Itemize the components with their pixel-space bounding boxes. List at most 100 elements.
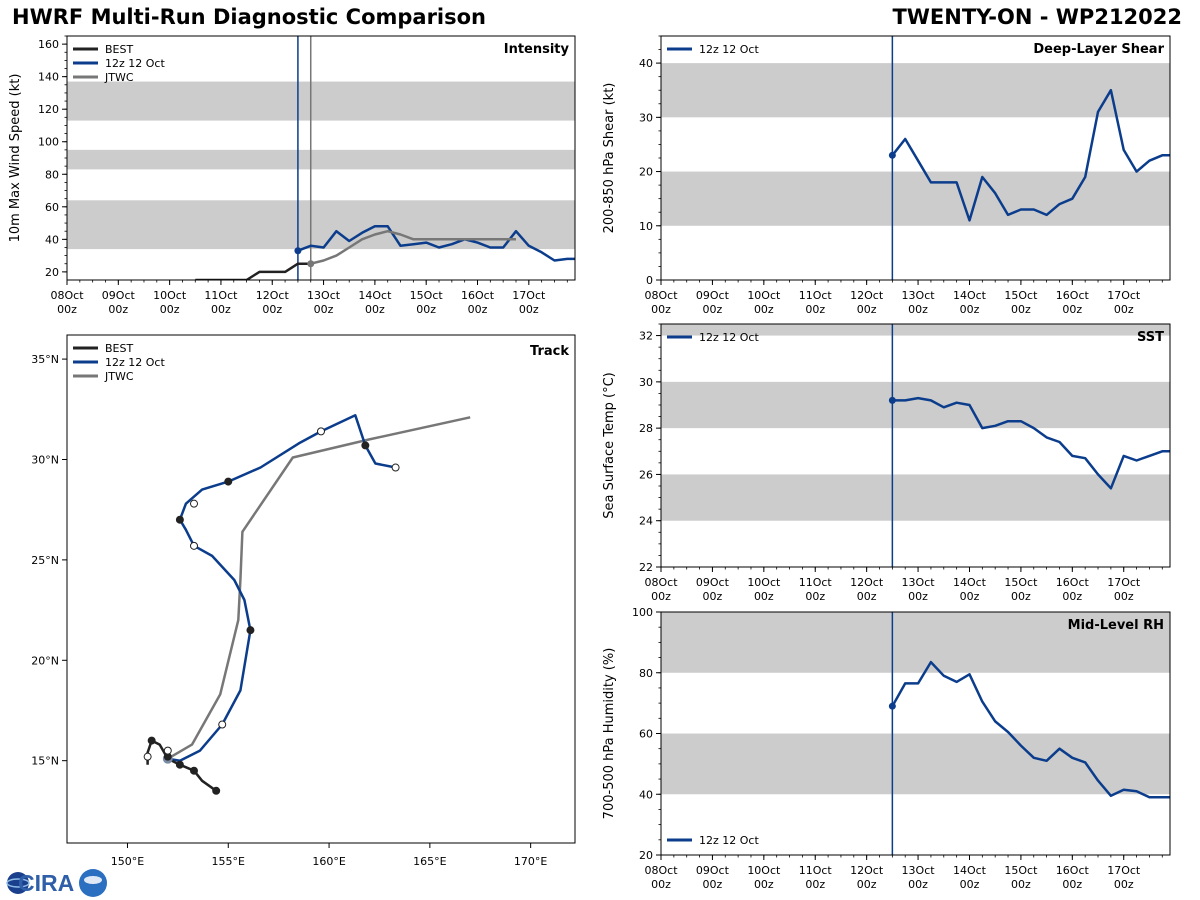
panel-title: Deep-Layer Shear	[1033, 42, 1164, 57]
series-line-jtwc	[310, 229, 516, 265]
shaded-band	[661, 324, 1170, 336]
x-tick-label: 08Oct	[50, 289, 84, 302]
x-tick-sublabel: 00z	[908, 303, 928, 316]
x-tick-label: 10Oct	[153, 289, 187, 302]
track-point-best	[190, 766, 198, 775]
y-tick-label: 100	[38, 136, 59, 149]
y-tick-label: 28	[639, 422, 653, 435]
x-tick-sublabel: 00z	[1011, 878, 1031, 891]
x-tick-sublabel: 00z	[1062, 303, 1082, 316]
y-tick-label: 140	[38, 71, 59, 84]
x-tick-label: 17Oct	[512, 289, 546, 302]
initial-point-jtwc	[307, 260, 315, 268]
lon-tick-label: 160°E	[312, 855, 345, 868]
x-tick-label: 08Oct	[644, 289, 678, 302]
x-tick-sublabel: 00z	[754, 303, 774, 316]
x-tick-label: 14Oct	[358, 289, 392, 302]
panel-title: Mid-Level RH	[1068, 618, 1164, 633]
panel-title: SST	[1137, 330, 1164, 345]
x-tick-sublabel: 00z	[908, 878, 928, 891]
x-tick-label: 14Oct	[953, 576, 987, 589]
x-tick-label: 16Oct	[1056, 576, 1090, 589]
y-tick-label: 10	[639, 220, 653, 233]
y-tick-label: 80	[639, 667, 653, 680]
x-tick-label: 10Oct	[747, 289, 781, 302]
x-tick-sublabel: 00z	[703, 303, 723, 316]
x-tick-sublabel: 00z	[1011, 590, 1031, 603]
x-tick-sublabel: 00z	[703, 590, 723, 603]
shaded-band	[67, 200, 575, 250]
y-tick-label: 120	[38, 103, 59, 116]
lon-tick-label: 150°E	[111, 855, 144, 868]
series-line-best	[195, 262, 311, 280]
panel-title: Intensity	[504, 42, 570, 57]
track-point-run	[361, 441, 370, 450]
x-tick-sublabel: 00z	[857, 303, 877, 316]
y-axis-label: 700-500 hPa Humidity (%)	[602, 648, 617, 820]
shaded-band	[67, 149, 575, 170]
series-line-run	[892, 396, 1170, 490]
globe-icon	[7, 872, 29, 894]
x-tick-sublabel: 00z	[960, 303, 980, 316]
x-tick-sublabel: 00z	[57, 303, 77, 316]
chart-intensity: 2040608010012014016008Oct00z09Oct00z10Oc…	[8, 35, 576, 316]
plot-frame	[660, 35, 1171, 281]
x-tick-label: 10Oct	[747, 864, 781, 877]
lat-tick-label: 30°N	[31, 453, 59, 466]
legend-label-jtwc: JTWC	[104, 370, 134, 383]
x-tick-label: 09Oct	[696, 289, 730, 302]
y-axis-label: Sea Surface Temp (°C)	[602, 372, 617, 519]
x-tick-label: 11Oct	[799, 864, 833, 877]
x-tick-label: 16Oct	[1056, 289, 1090, 302]
y-tick-label: 40	[45, 233, 59, 246]
y-tick-label: 32	[639, 330, 653, 343]
legend-label-run: 12z 12 Oct	[105, 57, 165, 70]
x-tick-sublabel: 00z	[1114, 590, 1134, 603]
x-tick-sublabel: 00z	[1114, 878, 1134, 891]
x-tick-label: 15Oct	[1004, 864, 1038, 877]
legend-label-run: 12z 12 Oct	[699, 834, 759, 847]
plot-frame	[660, 323, 1171, 568]
plot-frame	[660, 611, 1171, 856]
x-tick-sublabel: 00z	[754, 590, 774, 603]
x-tick-sublabel: 00z	[1011, 303, 1031, 316]
y-tick-label: 20	[639, 166, 653, 179]
cira-logo: CIRA	[6, 869, 107, 897]
lat-tick-label: 15°N	[31, 755, 59, 768]
x-tick-sublabel: 00z	[651, 878, 671, 891]
track-point-best	[212, 786, 221, 795]
track-point-run	[163, 746, 172, 755]
x-tick-sublabel: 00z	[805, 590, 825, 603]
lon-tick-label: 165°E	[413, 855, 446, 868]
y-tick-label: 22	[639, 561, 653, 574]
x-tick-label: 16Oct	[461, 289, 495, 302]
legend-label-jtwc: JTWC	[104, 71, 134, 84]
track-point-run	[391, 463, 400, 472]
series-line-run	[297, 225, 575, 262]
x-tick-label: 16Oct	[1056, 864, 1090, 877]
chart-sst: 22242628303208Oct00z09Oct00z10Oct00z11Oc…	[602, 323, 1171, 603]
y-axis-label: 200-850 hPa Shear (kt)	[602, 83, 617, 234]
x-tick-label: 17Oct	[1107, 864, 1141, 877]
track-point-run	[175, 515, 184, 524]
initial-point-run	[888, 151, 896, 159]
legend-label-run: 12z 12 Oct	[699, 43, 759, 56]
y-axis-label: 10m Max Wind Speed (kt)	[8, 74, 23, 243]
legend-label-best: BEST	[105, 43, 133, 56]
x-tick-sublabel: 00z	[960, 878, 980, 891]
x-tick-sublabel: 00z	[754, 878, 774, 891]
x-tick-label: 09Oct	[696, 864, 730, 877]
series-line-run	[891, 88, 1170, 222]
x-tick-sublabel: 00z	[857, 590, 877, 603]
x-tick-sublabel: 00z	[908, 590, 928, 603]
y-tick-label: 160	[38, 38, 59, 51]
x-tick-sublabel: 00z	[857, 878, 877, 891]
track-point-run	[224, 477, 233, 486]
x-tick-label: 08Oct	[644, 864, 678, 877]
track-line-run	[167, 414, 396, 762]
track-point-run	[190, 499, 198, 508]
shaded-band	[661, 612, 1170, 673]
track-point-best	[147, 736, 156, 745]
logo-text: CIRA	[18, 870, 74, 896]
